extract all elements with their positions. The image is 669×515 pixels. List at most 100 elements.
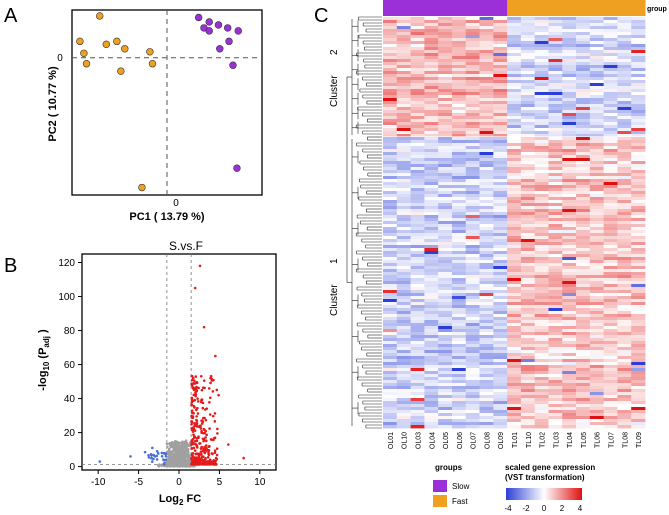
heatmap-cell (479, 104, 494, 108)
heatmap-cell (396, 80, 411, 84)
heatmap-cell (603, 317, 618, 321)
volcano-point-down (164, 458, 168, 462)
heatmap-cell (383, 332, 398, 336)
heatmap-cell (493, 134, 508, 138)
heatmap-cell (465, 17, 480, 21)
heatmap-cell (617, 152, 632, 156)
heatmap-cell (576, 53, 591, 57)
heatmap-cell (603, 122, 618, 126)
heatmap-cell (383, 110, 398, 114)
heatmap-cell (493, 290, 508, 294)
heatmap-cell (479, 248, 494, 252)
heatmap-cell (438, 284, 453, 288)
heatmap-cell (451, 101, 467, 105)
heatmap-cell (465, 50, 480, 54)
volcano-point-up (190, 423, 193, 426)
heatmap-cell (534, 110, 549, 114)
heatmap-cell (617, 263, 632, 267)
heatmap-cell (548, 122, 563, 126)
heatmap-cell (383, 206, 398, 210)
heatmap-cell (479, 59, 494, 63)
heatmap-cell (493, 44, 508, 48)
volcano-point-up (213, 451, 217, 455)
heatmap-cell (507, 197, 522, 201)
heatmap-cell (520, 290, 536, 294)
heatmap-cell (396, 335, 411, 339)
heatmap-cell (603, 341, 618, 345)
volcano-point-up (195, 389, 198, 393)
heatmap-cell (383, 23, 398, 27)
heatmap-cell (479, 35, 494, 39)
volcano-point-up (190, 403, 193, 407)
heatmap-cell (631, 53, 646, 57)
heatmap-cell (589, 182, 605, 186)
heatmap-cell (548, 419, 563, 423)
heatmap-cell (520, 110, 536, 114)
heatmap-cell (548, 113, 563, 117)
heatmap-cell (548, 257, 563, 261)
heatmap-cell (424, 227, 439, 231)
heatmap-cell (493, 77, 508, 81)
heatmap-cell (520, 194, 536, 198)
heatmap-cell (548, 107, 563, 111)
heatmap-cell (410, 416, 425, 420)
heatmap-cell (631, 365, 646, 369)
heatmap-cell (479, 353, 494, 357)
heatmap-cell (396, 245, 411, 249)
heatmap-cell (479, 167, 494, 171)
heatmap-cell (520, 305, 536, 309)
heatmap-cell (603, 140, 618, 144)
heatmap-cell (424, 80, 439, 84)
volcano-point-up (208, 413, 212, 416)
heatmap-cell (396, 425, 411, 429)
heatmap-cell (631, 203, 646, 207)
heatmap-cell (589, 272, 605, 276)
heatmap-cell (479, 356, 494, 360)
heatmap-cell (438, 23, 453, 27)
volcano-point-up (199, 447, 203, 450)
heatmap-cell (479, 362, 494, 366)
heatmap-cell (589, 110, 605, 114)
heatmap-cell (631, 89, 646, 93)
heatmap-cell (451, 128, 467, 132)
heatmap-cell (548, 311, 563, 315)
heatmap-cell (451, 53, 467, 57)
heatmap: group Cluster 2 Cluster 1 OL01 OL10 OL03 OL… (329, 0, 667, 513)
heatmap-cell (520, 398, 536, 402)
heatmap-cell (479, 20, 494, 24)
heatmap-cell (603, 86, 618, 90)
heatmap-cell (465, 128, 480, 132)
heatmap-cell (631, 29, 646, 33)
group-bar-cell-fast (520, 0, 536, 16)
volcano-point-up (197, 386, 200, 390)
heatmap-cell (493, 113, 508, 117)
heatmap-cell (534, 233, 549, 237)
heatmap-column-label: TL09 (636, 432, 643, 448)
heatmap-cell (438, 404, 453, 408)
pca-point-slow (233, 164, 241, 172)
heatmap-cell (589, 263, 605, 267)
volcano-point-ns (183, 462, 187, 465)
volcano-point-up (197, 461, 201, 465)
heatmap-cell (465, 74, 480, 78)
heatmap-cell (603, 155, 618, 159)
heatmap-cell (534, 311, 549, 315)
heatmap-cell (465, 287, 480, 291)
volcano-point-up (191, 386, 195, 389)
heatmap-cell (396, 272, 411, 276)
heatmap-cell (424, 122, 439, 126)
heatmap-cell (493, 320, 508, 324)
group-bar-cell-fast (631, 0, 646, 16)
heatmap-cell (383, 155, 398, 159)
heatmap-cell (548, 407, 563, 411)
heatmap-cell (396, 215, 411, 219)
heatmap-cell (562, 17, 577, 21)
volcano-point-up (195, 415, 198, 418)
heatmap-cell (631, 359, 646, 363)
heatmap-cell (617, 74, 632, 78)
heatmap-cell (396, 404, 411, 408)
heatmap-column-label: OL08 (484, 432, 491, 449)
heatmap-cell (562, 338, 577, 342)
heatmap-cell (603, 425, 618, 429)
